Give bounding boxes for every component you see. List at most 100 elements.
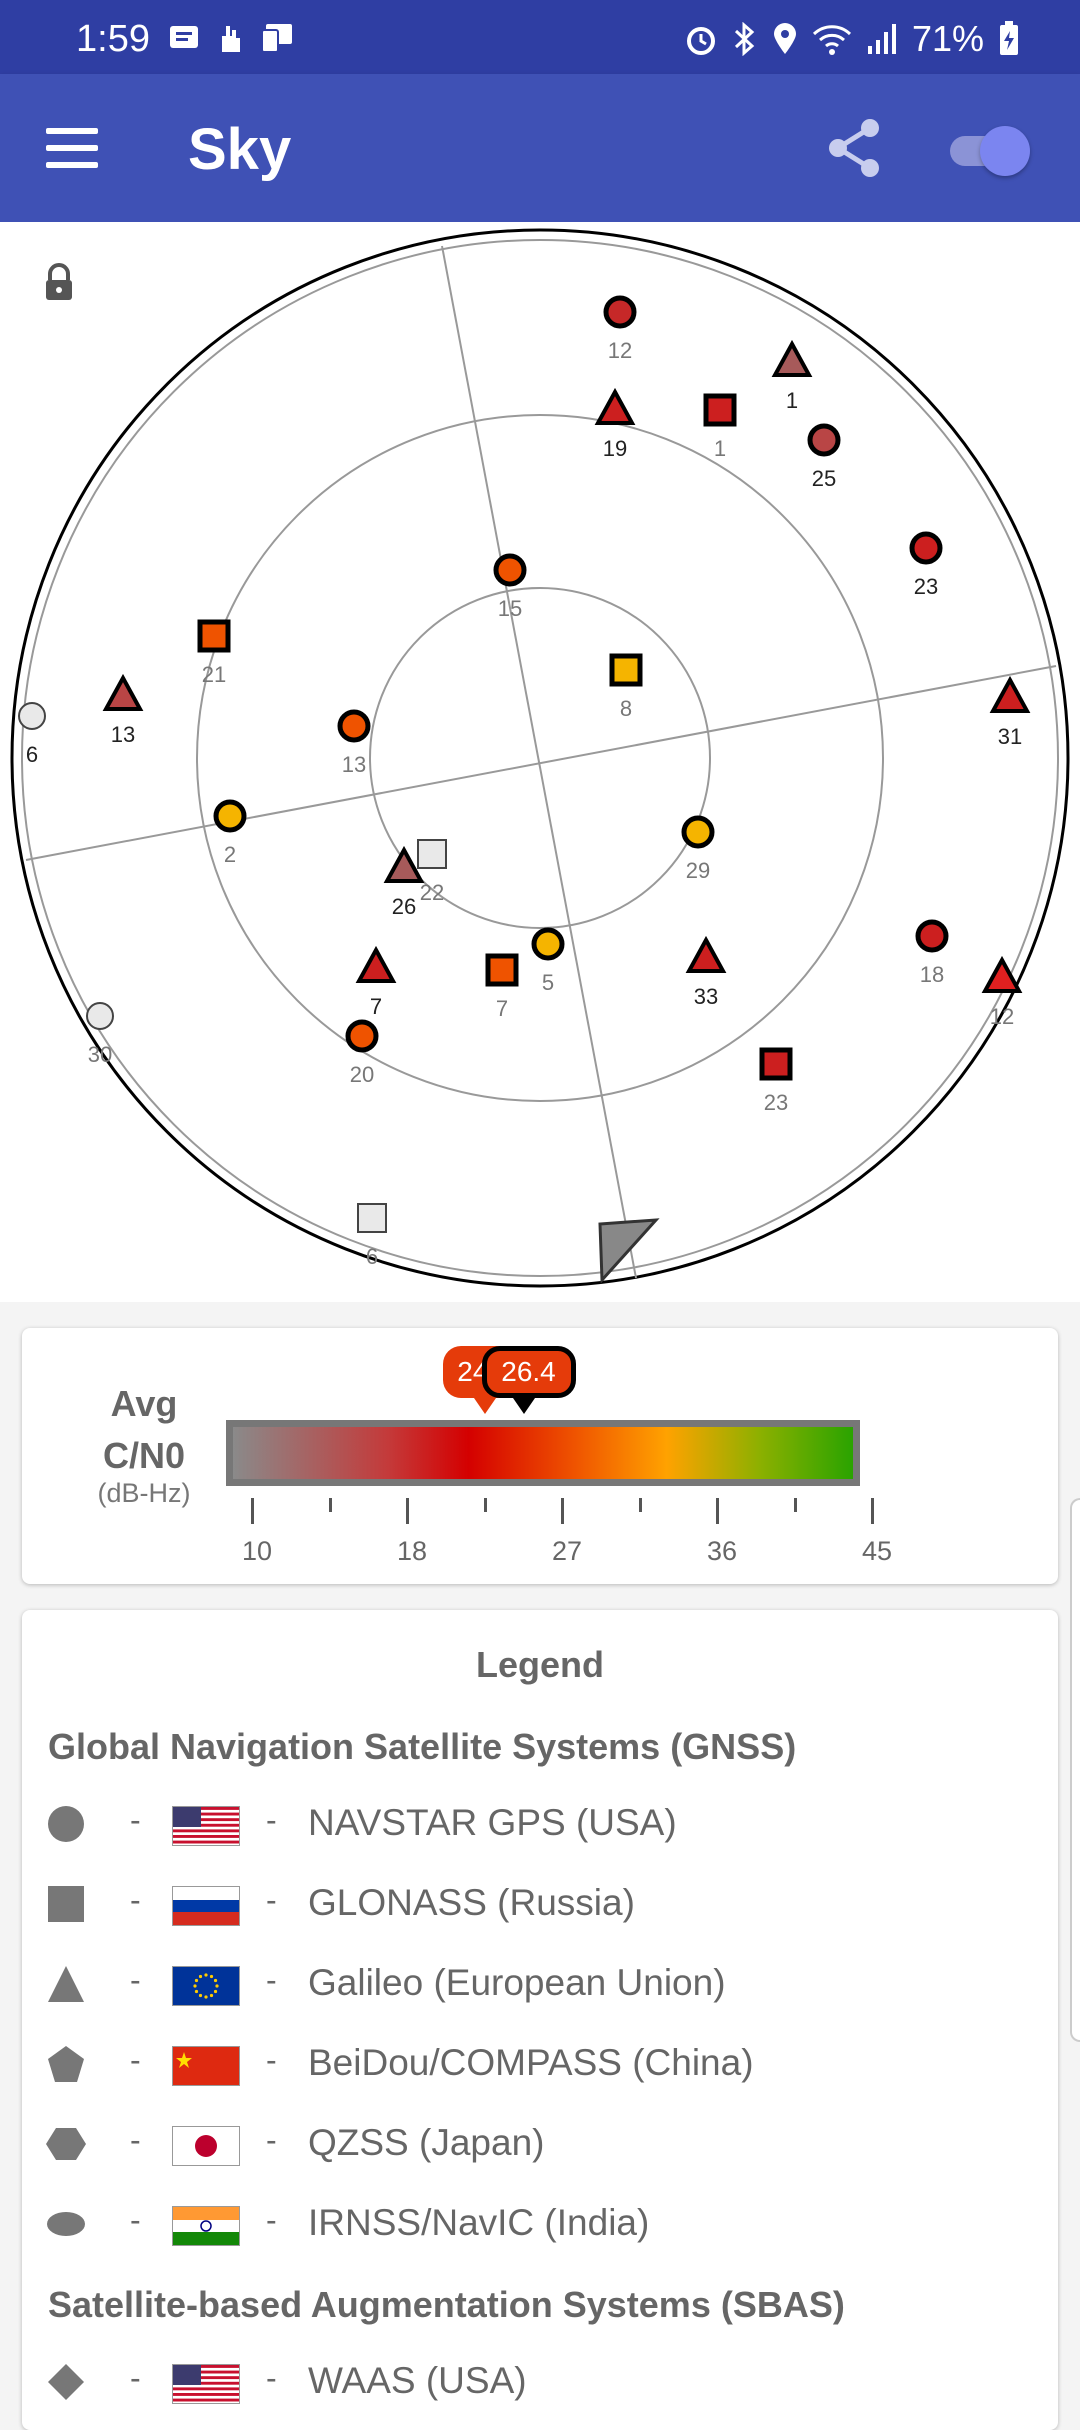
legend-label: IRNSS/NavIC (India) (308, 2202, 650, 2243)
legend-dash: - (130, 1802, 141, 1838)
status-bar: 1:59 71% (0, 0, 1080, 74)
satellite-label: 6 (366, 1244, 378, 1269)
triangle-shape-icon (46, 1964, 86, 2004)
satellite-label: 30 (88, 1042, 112, 1067)
heading-indicator (598, 1218, 660, 1284)
satellite-label: 26 (392, 894, 416, 919)
satellite-label: 12 (990, 1004, 1014, 1029)
cn0-title-avg: Avg (110, 1383, 178, 1424)
satellite-label: 1 (714, 436, 726, 461)
satellite-triangle-31: 31 (989, 675, 1031, 749)
satellite-triangle-1: 1 (771, 339, 813, 413)
satellite-triangle-13: 13 (102, 673, 144, 747)
satellite-label: 23 (764, 1090, 788, 1115)
legend-dash: - (266, 2360, 277, 2396)
satellite-circle-2: 2 (213, 799, 247, 867)
pentagon-shape-icon (46, 2044, 86, 2084)
satellite-label: 7 (496, 996, 508, 1021)
legend-dash: - (130, 1882, 141, 1918)
satellite-label: 8 (620, 696, 632, 721)
diamond-shape-icon (46, 2362, 86, 2402)
wifi-icon (812, 25, 851, 55)
legend-dash: - (130, 2122, 141, 2158)
side-scroll-tab[interactable] (1070, 1498, 1080, 2042)
legend-dash: - (266, 1882, 277, 1918)
ring-30deg (196, 414, 884, 1102)
page-title: Sky (188, 117, 292, 182)
satellite-label: 15 (498, 596, 522, 621)
satellite-square-7: 7 (485, 953, 519, 1021)
cn0-tick (793, 1498, 797, 1512)
satellite-square-22: 22 (417, 839, 447, 905)
sbas-section-title: Satellite-based Augmentation Systems (SB… (48, 2284, 845, 2325)
flag-india-icon (172, 2206, 240, 2246)
cn0-tick (251, 1498, 254, 1524)
battery-percent: 71% (911, 18, 984, 59)
satellite-label: 21 (202, 662, 226, 687)
legend-dash: - (266, 1962, 277, 1998)
east-west-axis (25, 665, 1057, 861)
satellite-label: 25 (812, 466, 836, 491)
cn0-marker-pointer (512, 1398, 535, 1414)
sky-plot-area: 12 1 19 1 25 23 15 21 8 13 31 6 13 2 29 22 26 5 7 7 33 18 12 30… (0, 222, 1080, 1302)
hand-icon (222, 26, 240, 52)
signal-icon (867, 24, 896, 54)
cn0-unit: (dB-Hz) (97, 1478, 191, 1508)
satellite-label: 1 (786, 388, 798, 413)
hexagon-shape-icon (46, 2124, 86, 2164)
legend-dash: - (130, 2042, 141, 2078)
satellite-label: 19 (603, 436, 627, 461)
bluetooth-icon (734, 22, 755, 56)
satellite-triangle-26: 26 (383, 845, 425, 919)
sbas-legend-row: - - WAAS (USA) (46, 2352, 1006, 2412)
satellite-circle-15: 15 (493, 553, 527, 621)
cn0-tick (483, 1498, 487, 1512)
gnss-legend-row: - - IRNSS/NavIC (India) (46, 2194, 1006, 2254)
satellite-triangle-19: 19 (594, 387, 636, 461)
north-south-axis (441, 245, 637, 1279)
satellite-circle-6: 6 (18, 702, 46, 767)
share-icon[interactable] (822, 116, 886, 180)
satellite-label: 5 (542, 970, 554, 995)
location-icon (773, 23, 796, 54)
circle-shape-icon (46, 1804, 86, 1844)
cn0-tick (716, 1498, 719, 1524)
cn0-tick-label: 27 (551, 1536, 583, 1566)
legend-label: WAAS (USA) (308, 2360, 527, 2401)
satellite-circle-18: 18 (915, 919, 949, 987)
ring-60deg (369, 587, 711, 929)
legend-dash: - (130, 2202, 141, 2238)
menu-icon[interactable] (46, 128, 98, 168)
flag-eu-icon (172, 1966, 240, 2006)
satellite-square-6: 6 (357, 1203, 387, 1269)
toggle-thumb (980, 126, 1030, 176)
oval-shape-icon (46, 2204, 86, 2244)
satellite-label: 18 (920, 962, 944, 987)
cn0-tick (638, 1498, 642, 1512)
legend-dash: - (266, 1802, 277, 1838)
gnss-legend-row: - - QZSS (Japan) (46, 2114, 1006, 2174)
gnss-legend-row: - - GLONASS (Russia) (46, 1874, 1006, 1934)
cn0-marker-pointer (473, 1398, 496, 1414)
cn0-tick (328, 1498, 332, 1512)
lock-icon[interactable] (42, 262, 76, 302)
satellite-label: 33 (694, 984, 718, 1009)
satellite-circle-13: 13 (337, 709, 371, 777)
satellite-circle-12: 12 (603, 295, 637, 363)
flag-russia-icon (172, 1886, 240, 1926)
satellite-label: 12 (608, 338, 632, 363)
cn0-tick-label: 36 (706, 1536, 738, 1566)
legend-label: Galileo (European Union) (308, 1962, 726, 2003)
satellite-square-21: 21 (197, 619, 231, 687)
horizon-circle (10, 228, 1070, 1288)
satellite-label: 13 (111, 722, 135, 747)
notification-icons (168, 22, 296, 54)
satellite-triangle-12: 12 (981, 955, 1023, 1029)
satellite-label: 23 (914, 574, 938, 599)
satellite-triangle-7: 7 (355, 945, 397, 1019)
legend-dash: - (266, 2042, 277, 2078)
app-bar: Sky (0, 74, 1080, 222)
toggle-switch[interactable] (944, 126, 1030, 176)
satellite-circle-25: 25 (807, 423, 841, 491)
